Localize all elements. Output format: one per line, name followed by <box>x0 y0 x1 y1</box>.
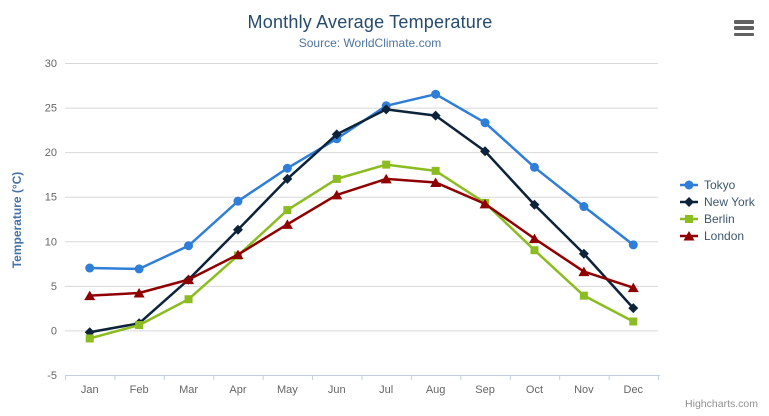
svg-text:10: 10 <box>45 236 57 248</box>
svg-text:Jun: Jun <box>328 384 346 396</box>
chart-subtitle: Source: WorldClimate.com <box>298 36 442 50</box>
export-menu-button[interactable] <box>734 20 754 36</box>
legend-item-berlin[interactable]: Berlin <box>679 211 755 227</box>
svg-text:Jul: Jul <box>379 384 393 396</box>
credits-link[interactable]: Highcharts.com <box>685 398 758 410</box>
svg-text:-5: -5 <box>47 370 57 382</box>
triangle-marker-icon <box>680 231 698 241</box>
svg-text:Sep: Sep <box>475 384 495 396</box>
svg-text:Feb: Feb <box>130 384 149 396</box>
chart-title: Monthly Average Temperature <box>247 12 493 32</box>
circle-marker-icon <box>680 180 698 190</box>
svg-text:30: 30 <box>45 58 57 70</box>
legend-item-label: New York <box>704 195 755 209</box>
svg-text:Oct: Oct <box>526 384 543 396</box>
svg-text:Jan: Jan <box>81 384 99 396</box>
svg-text:Nov: Nov <box>574 384 594 396</box>
gridlines <box>65 63 658 332</box>
svg-text:Dec: Dec <box>624 384 644 396</box>
legend-item-label: Berlin <box>704 212 735 226</box>
svg-text:25: 25 <box>45 103 57 115</box>
svg-text:Mar: Mar <box>179 384 198 396</box>
svg-text:20: 20 <box>45 147 57 159</box>
legend-item-label: London <box>704 229 745 243</box>
legend-item-tokyo[interactable]: Tokyo <box>679 177 755 193</box>
svg-text:May: May <box>277 384 298 396</box>
hamburger-icon <box>734 20 754 24</box>
legend-item-new-york[interactable]: New York <box>679 194 755 210</box>
svg-text:0: 0 <box>51 325 57 337</box>
x-axis <box>65 375 660 380</box>
series-new-york <box>84 104 639 338</box>
svg-text:Apr: Apr <box>229 384 246 396</box>
svg-text:Aug: Aug <box>426 384 446 396</box>
diamond-marker-icon <box>680 197 698 207</box>
legend-item-london[interactable]: London <box>679 228 755 244</box>
series-london <box>84 173 639 301</box>
svg-text:5: 5 <box>51 281 57 293</box>
legend: Tokyo New York Berlin London <box>679 177 755 245</box>
series-tokyo <box>85 89 638 274</box>
svg-text:15: 15 <box>45 192 57 204</box>
x-axis-labels: Jan Feb Mar Apr May Jun Jul Aug Sep Oct Nov Dec <box>81 384 644 396</box>
y-axis-labels: -5 0 5 10 15 20 25 30 <box>45 58 57 382</box>
square-marker-icon <box>680 215 698 223</box>
legend-item-label: Tokyo <box>704 178 736 192</box>
y-axis-title: Temperature (°C) <box>10 171 24 269</box>
